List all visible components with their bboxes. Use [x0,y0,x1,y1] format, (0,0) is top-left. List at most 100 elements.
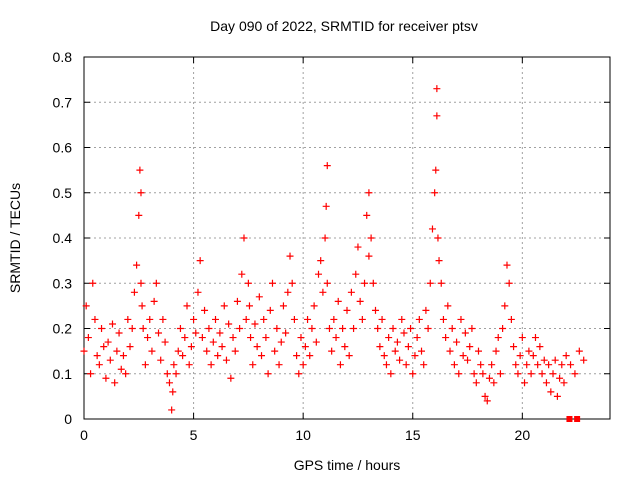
data-point [136,166,144,174]
data-point [393,338,401,346]
data-point [580,356,588,364]
data-point [238,270,246,278]
data-point [531,334,539,342]
data-point [549,370,557,378]
data-point [251,320,259,328]
data-point [374,325,382,332]
data-point [242,315,250,323]
data-point [485,374,493,382]
data-point [464,356,472,364]
data-point [459,352,467,360]
data-point [442,334,450,342]
data-point [490,379,498,387]
x-tick-label: 20 [515,427,531,443]
data-point [244,279,252,287]
data-point [220,302,228,310]
data-point [560,379,568,387]
data-point [146,315,154,323]
y-tick-label: 0.5 [53,185,73,201]
data-point [483,397,491,405]
data-point [290,315,298,323]
data-point [479,370,487,378]
data-point [354,243,362,251]
data-point [432,166,440,174]
data-point [319,288,327,296]
y-tick-label: 0.2 [53,321,73,337]
y-tick-label: 0.4 [53,230,73,246]
data-point [271,347,279,355]
data-point [391,347,399,355]
data-point [128,325,136,332]
data-point [396,356,404,364]
data-point [450,361,458,369]
data-point [499,325,507,332]
data-point [336,361,344,369]
data-point [249,361,257,369]
data-point [137,189,145,197]
y-tick-label: 0.1 [53,366,73,382]
data-point [434,234,442,242]
data-point [470,370,478,378]
data-point [363,211,371,219]
data-point [551,356,559,364]
data-point [343,306,351,314]
data-point [455,370,463,378]
data-point [510,343,518,351]
data-point [453,338,461,346]
data-point [540,356,548,364]
tick-layer: 0 5 10 15 20 0 0.1 0.2 0.3 0.4 0.5 0.6 0.7 0.8 [53,49,610,443]
data-point [332,334,340,342]
data-point [183,302,191,310]
data-point [137,279,145,287]
data-point [286,252,294,260]
data-point [334,297,342,305]
data-point [507,315,515,323]
data-point [133,261,141,269]
data-point [306,352,314,360]
data-point [420,361,428,369]
data-point [496,370,504,378]
data-point [218,343,226,351]
data-point [152,279,160,287]
data-point [297,334,305,342]
data-point [400,329,408,337]
data-point [361,279,369,287]
data-point [492,347,500,355]
plot-frame [83,56,611,420]
data-point [325,325,333,332]
data-point [216,329,224,337]
data-point [185,361,193,369]
data-point [89,279,97,287]
data-point [169,388,177,396]
data-point [82,302,90,310]
data-point [212,315,219,323]
data-point [468,325,476,332]
data-point [196,257,204,265]
grid-layer [84,57,610,419]
data-point [501,302,509,310]
data-point [190,315,198,323]
y-tick-label: 0.3 [53,275,73,291]
data-point [80,347,88,355]
data-point [161,338,169,346]
data-point [389,325,397,332]
data-point [448,325,456,332]
data-point [558,361,566,369]
data-point [317,257,325,265]
data-point [426,279,434,287]
data-point [435,257,443,265]
data-point [439,315,447,323]
data-point [494,334,502,342]
data-point [150,297,158,305]
data-point [428,225,436,233]
data-point [179,352,187,360]
data-point [575,347,583,355]
data-point [225,320,233,328]
data-point [264,370,272,378]
data-point [356,297,364,305]
x-tick-label: 15 [405,427,421,443]
data-point [358,315,366,323]
data-point [87,370,95,378]
data-point [229,334,237,342]
data-point [282,329,290,337]
